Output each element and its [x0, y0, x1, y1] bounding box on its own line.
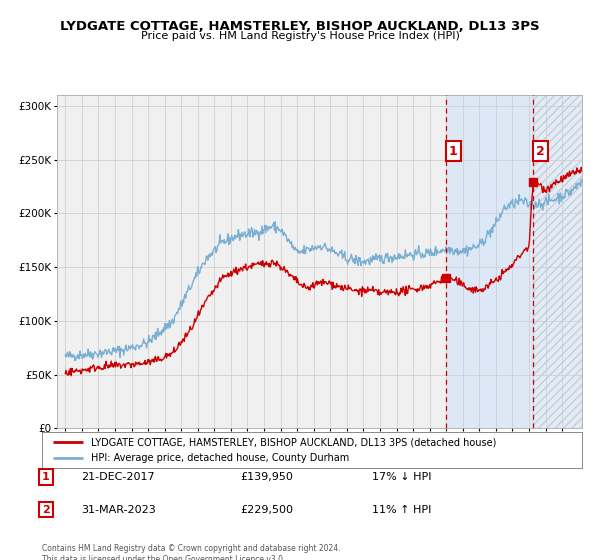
Text: 1: 1 — [449, 144, 457, 157]
Text: LYDGATE COTTAGE, HAMSTERLEY, BISHOP AUCKLAND, DL13 3PS: LYDGATE COTTAGE, HAMSTERLEY, BISHOP AUCK… — [60, 20, 540, 32]
Text: 1: 1 — [42, 472, 50, 482]
Text: 2: 2 — [536, 144, 544, 157]
Text: £139,950: £139,950 — [240, 472, 293, 482]
Text: 31-MAR-2023: 31-MAR-2023 — [81, 505, 156, 515]
Text: 2: 2 — [42, 505, 50, 515]
Text: 21-DEC-2017: 21-DEC-2017 — [81, 472, 155, 482]
Text: 17% ↓ HPI: 17% ↓ HPI — [372, 472, 431, 482]
Bar — [533, 95, 582, 428]
Text: 11% ↑ HPI: 11% ↑ HPI — [372, 505, 431, 515]
Text: Price paid vs. HM Land Registry's House Price Index (HPI): Price paid vs. HM Land Registry's House … — [140, 31, 460, 41]
Text: LYDGATE COTTAGE, HAMSTERLEY, BISHOP AUCKLAND, DL13 3PS (detached house): LYDGATE COTTAGE, HAMSTERLEY, BISHOP AUCK… — [91, 437, 496, 447]
Text: £229,500: £229,500 — [240, 505, 293, 515]
Bar — [446, 95, 533, 428]
Text: Contains HM Land Registry data © Crown copyright and database right 2024.
This d: Contains HM Land Registry data © Crown c… — [42, 544, 341, 560]
Text: HPI: Average price, detached house, County Durham: HPI: Average price, detached house, Coun… — [91, 454, 349, 464]
Bar — [533, 95, 582, 428]
